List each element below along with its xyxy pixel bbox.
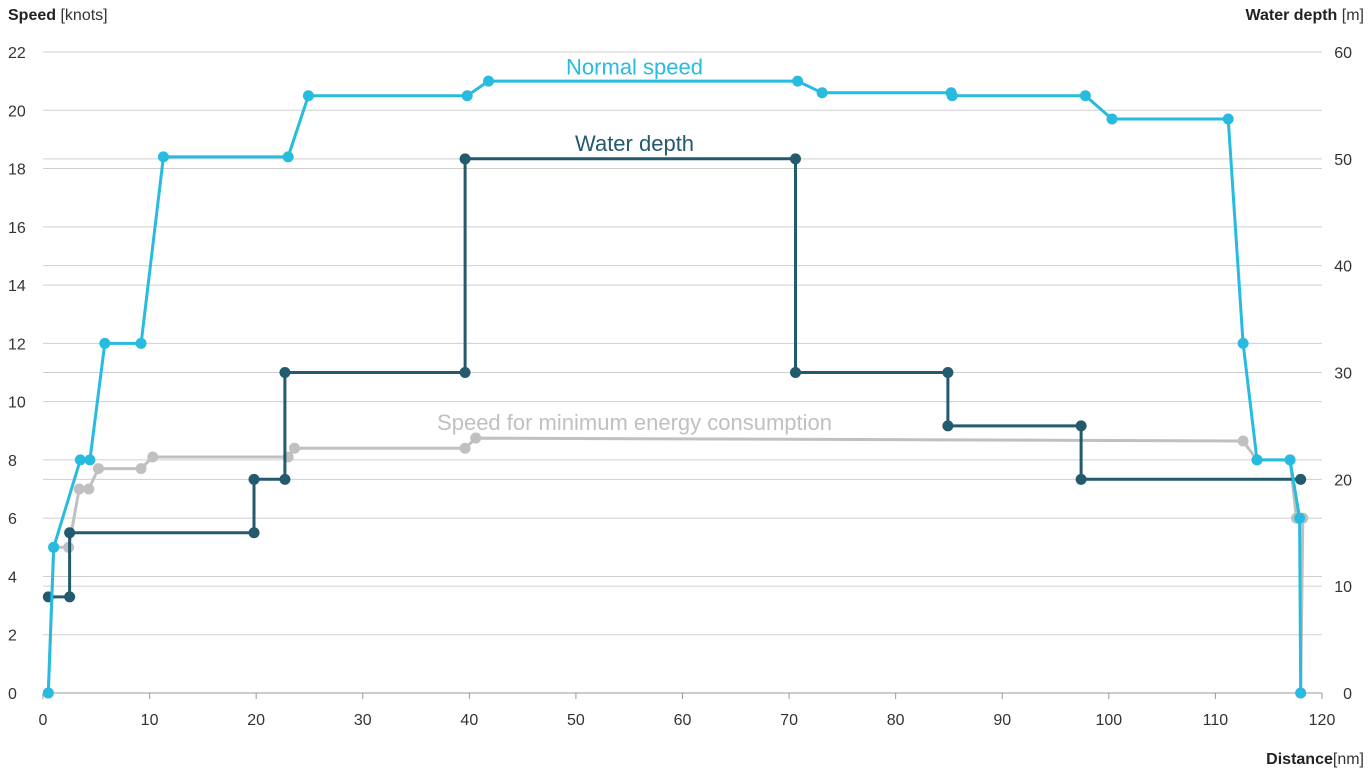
y-left-axis-title: Speed [knots] (8, 7, 108, 24)
y-left-tick-label-14: 14 (8, 278, 26, 295)
series-point-normal-speed-9 (461, 90, 473, 102)
x-tick-label-0: 0 (39, 712, 48, 729)
series-point-speed-for-minimum-energy-consumption-4 (83, 483, 95, 495)
x-tick-label-110: 110 (1203, 712, 1229, 729)
series-label-normal-speed: Normal speed (566, 55, 703, 80)
series-point-water-depth-1 (64, 591, 76, 603)
series-point-water-depth-10 (789, 367, 801, 378)
series-point-normal-speed-20 (1284, 454, 1296, 466)
series-label-water-depth: Water depth (575, 131, 694, 156)
series-point-water-depth-8 (459, 153, 471, 165)
x-tick-label-90: 90 (993, 712, 1011, 729)
series-point-water-depth-3 (248, 527, 260, 539)
series-point-water-depth-7 (459, 367, 471, 378)
x-axis-title: Distance[nm] (1266, 751, 1364, 768)
series-point-speed-for-minimum-energy-consumption-6 (135, 463, 147, 475)
series-point-speed-for-minimum-energy-consumption-7 (147, 451, 159, 463)
y-left-tick-label-20: 20 (8, 103, 26, 120)
y-left-tick-label-2: 2 (8, 628, 17, 645)
series-point-water-depth-9 (789, 153, 801, 165)
series-point-speed-for-minimum-energy-consumption-9 (289, 442, 301, 454)
series-point-speed-for-minimum-energy-consumption-5 (92, 463, 104, 475)
y-left-tick-label-6: 6 (8, 511, 17, 528)
series-point-normal-speed-4 (99, 337, 111, 349)
series-point-normal-speed-11 (792, 75, 804, 87)
y-right-tick-label-30: 30 (1334, 366, 1352, 383)
series-point-water-depth-4 (248, 473, 260, 485)
y-left-tick-label-22: 22 (8, 45, 26, 62)
y-right-tick-label-10: 10 (1334, 579, 1352, 596)
series-point-normal-speed-16 (1106, 113, 1118, 125)
series-point-normal-speed-10 (483, 75, 495, 87)
y-left-tick-label-10: 10 (8, 395, 26, 412)
x-tick-label-120: 120 (1309, 712, 1336, 729)
series-label-speed-for-minimum-energy-consumption: Speed for minimum energy consumption (437, 410, 832, 435)
series-point-water-depth-5 (279, 473, 291, 485)
series-point-normal-speed-7 (282, 151, 294, 163)
x-tick-label-30: 30 (354, 712, 372, 729)
series-point-normal-speed-8 (302, 90, 314, 102)
series-line-water-depth (46, 157, 1303, 599)
y-left-tick-label-8: 8 (8, 453, 17, 470)
series-point-normal-speed-19 (1251, 454, 1263, 466)
series-point-normal-speed-5 (135, 337, 147, 349)
series-point-normal-speed-0 (42, 687, 54, 699)
series-point-normal-speed-2 (74, 454, 86, 466)
series-point-normal-speed-1 (48, 541, 60, 553)
series-line-normal-speed (46, 79, 1303, 695)
y-left-tick-label-18: 18 (8, 162, 26, 179)
y-right-tick-label-40: 40 (1334, 259, 1352, 276)
x-tick-label-10: 10 (141, 712, 159, 729)
series-point-normal-speed-18 (1237, 337, 1249, 349)
x-tick-label-100: 100 (1095, 712, 1122, 729)
series-point-water-depth-15 (1295, 473, 1307, 485)
series-point-normal-speed-17 (1222, 113, 1234, 125)
x-tick-label-40: 40 (460, 712, 478, 729)
y-left-tick-label-0: 0 (8, 686, 17, 703)
series-point-water-depth-14 (1075, 473, 1087, 485)
y-right-tick-label-50: 50 (1334, 152, 1352, 169)
series-line-speed-for-minimum-energy-consumption (46, 436, 1305, 695)
series-point-normal-speed-22 (1295, 687, 1307, 699)
x-tick-label-70: 70 (780, 712, 798, 729)
series-point-water-depth-13 (1075, 420, 1087, 432)
series-point-normal-speed-21 (1294, 512, 1306, 524)
y-right-tick-label-20: 20 (1334, 472, 1352, 489)
series-point-water-depth-2 (64, 527, 76, 539)
y-left-tick-label-16: 16 (8, 220, 26, 237)
x-tick-label-60: 60 (674, 712, 692, 729)
series-point-normal-speed-14 (946, 90, 958, 102)
x-tick-label-20: 20 (247, 712, 265, 729)
series-point-speed-for-minimum-energy-consumption-3 (73, 483, 85, 495)
series-point-water-depth-6 (279, 367, 291, 378)
y-right-axis-title: Water depth [m] (1245, 7, 1364, 24)
series-point-normal-speed-12 (816, 87, 828, 99)
x-tick-label-50: 50 (567, 712, 585, 729)
series-point-speed-for-minimum-energy-consumption-10 (459, 442, 471, 454)
series-point-water-depth-11 (942, 367, 954, 378)
series-point-normal-speed-6 (157, 151, 169, 163)
y-right-tick-label-0: 0 (1343, 686, 1352, 703)
series-point-speed-for-minimum-energy-consumption-11 (470, 432, 482, 444)
series-point-water-depth-12 (942, 420, 954, 432)
y-left-tick-label-12: 12 (8, 336, 26, 353)
series-point-speed-for-minimum-energy-consumption-12 (1237, 435, 1249, 447)
series-point-normal-speed-3 (84, 454, 96, 466)
series-point-normal-speed-15 (1079, 90, 1091, 102)
y-right-tick-label-60: 60 (1334, 45, 1352, 62)
x-tick-label-80: 80 (887, 712, 905, 729)
y-left-tick-label-4: 4 (8, 569, 17, 586)
